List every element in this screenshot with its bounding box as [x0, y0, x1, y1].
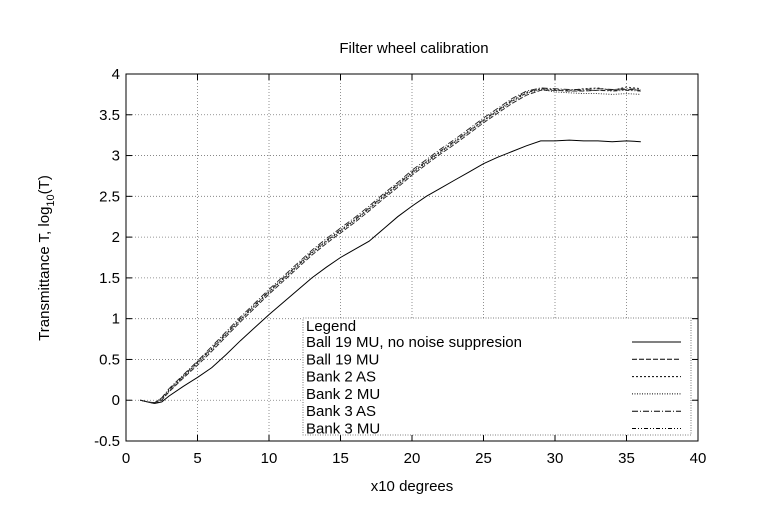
series-line-6 — [140, 88, 641, 404]
y-tick-label: 4 — [112, 66, 120, 83]
legend-label: Bank 2 MU — [306, 386, 380, 403]
y-axis-label: Transmittance T, log10(T) — [36, 175, 57, 341]
legend-box — [302, 317, 692, 436]
x-axis-label: x10 degrees — [371, 478, 454, 495]
y-tick-label: -0.5 — [94, 433, 120, 450]
y-tick-label: 1 — [112, 311, 120, 328]
series-line-2 — [140, 89, 641, 404]
y-tick-label: 0.5 — [99, 351, 120, 368]
x-tick-label: 15 — [332, 450, 349, 467]
y-tick-label: 0 — [112, 392, 120, 409]
y-tick-label: 3 — [112, 148, 120, 165]
legend-label: Bank 2 AS — [306, 369, 376, 386]
x-tick-label: 25 — [475, 450, 492, 467]
y-tick-label: 1.5 — [99, 270, 120, 287]
series-lines — [140, 86, 641, 405]
x-tick-label: 5 — [193, 450, 201, 467]
legend-label: Ball 19 MU — [306, 351, 379, 368]
y-axis-label-subscript: 10 — [45, 194, 57, 206]
x-tick-label: 20 — [404, 450, 421, 467]
legend-title: Legend — [306, 318, 356, 335]
legend-label: Bank 3 AS — [306, 403, 376, 420]
series-line-3 — [140, 86, 641, 404]
legend: Legend Ball 19 MU, no noise suppresionBa… — [302, 317, 692, 438]
y-tick-label: 3.5 — [99, 107, 120, 124]
x-tick-label: 30 — [547, 450, 564, 467]
chart-title: Filter wheel calibration — [339, 40, 488, 57]
x-tick-label: 0 — [122, 450, 130, 467]
y-axis-label-tail: (T) — [36, 175, 53, 194]
legend-label: Bank 3 MU — [306, 421, 380, 438]
x-tick-label: 10 — [261, 450, 278, 467]
legend-label: Ball 19 MU, no noise suppresion — [306, 334, 522, 351]
series-line-1 — [140, 139, 641, 405]
y-axis-label-main: Transmittance T, log — [36, 207, 53, 341]
x-tick-label: 40 — [690, 450, 707, 467]
y-tick-label: 2.5 — [99, 188, 120, 205]
axis-ticks: 0 5 10 15 20 25 30 35 40-0.500.511.522.533.54 — [94, 66, 706, 467]
series-line-5 — [140, 87, 641, 404]
x-tick-label: 35 — [618, 450, 635, 467]
y-tick-label: 2 — [112, 229, 120, 246]
